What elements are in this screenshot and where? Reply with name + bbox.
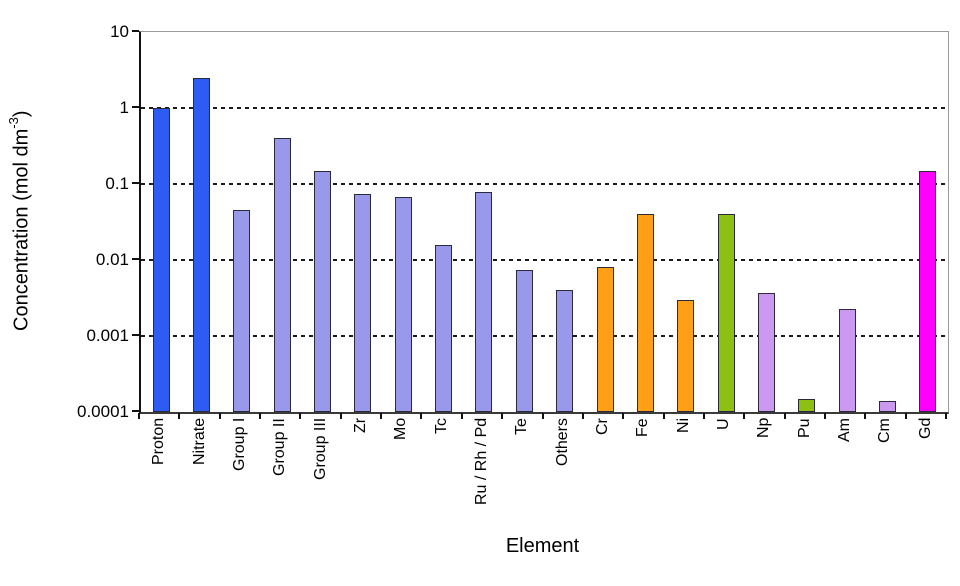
y-tick-label-1: 1	[119, 98, 129, 117]
y-tick-mark	[132, 334, 139, 336]
x-tick-mark	[823, 413, 826, 419]
x-tick-label-cr: Cr	[594, 418, 612, 435]
x-tick-mark	[380, 413, 383, 419]
x-tick-label-gd: Gd	[916, 418, 934, 440]
x-tick-label-zr: Zr	[351, 418, 369, 434]
y-tick-mark	[132, 182, 139, 184]
y-axis-title: Concentration (mol dm-3)	[6, 31, 36, 411]
x-tick-mark	[178, 413, 181, 419]
x-tick-mark	[339, 413, 342, 419]
y-tick-mark	[132, 258, 139, 260]
x-tick-mark	[218, 413, 221, 419]
x-tick-mark	[702, 413, 705, 419]
bar-ru-rh-pd	[475, 192, 493, 412]
y-tick-mark	[132, 30, 139, 32]
x-tick-mark	[259, 413, 262, 419]
x-tick-mark	[420, 413, 423, 419]
bar-group-i	[233, 210, 251, 412]
x-tick-label-am: Am	[836, 418, 854, 442]
x-tick-mark	[743, 413, 746, 419]
gridline-0.001	[141, 335, 948, 337]
bar-am	[838, 308, 856, 412]
x-tick-mark	[501, 413, 504, 419]
y-axis-title-suffix: )	[10, 110, 33, 118]
y-tick-mark	[132, 106, 139, 108]
gridline-0.1	[141, 183, 948, 185]
y-tick-mark	[132, 410, 139, 412]
x-tick-label-tc: Tc	[432, 418, 450, 434]
bar-ni	[677, 299, 695, 412]
x-tick-label-nitrate: Nitrate	[190, 418, 208, 466]
x-tick-mark	[662, 413, 665, 419]
x-tick-mark	[904, 413, 907, 419]
y-tick-label-0.1: 0.1	[105, 174, 129, 193]
x-tick-label-np: Np	[755, 418, 773, 439]
bar-np	[757, 292, 775, 412]
x-tick-mark	[622, 413, 625, 419]
y-tick-label-10: 10	[110, 22, 129, 41]
x-tick-label-group-i: Group I	[230, 418, 248, 472]
x-tick-label-group-iii: Group III	[311, 418, 329, 481]
bar-proton	[152, 108, 170, 412]
y-tick-label-0.001: 0.001	[86, 326, 129, 345]
bar-u	[717, 214, 735, 412]
bar-cr	[596, 267, 614, 412]
plot-area	[139, 31, 949, 414]
x-tick-mark	[138, 413, 140, 419]
x-tick-label-mo: Mo	[392, 418, 410, 441]
bar-others	[556, 290, 574, 412]
x-tick-label-ru-rh-pd: Ru / Rh / Pd	[472, 418, 490, 506]
bar-nitrate	[193, 77, 211, 412]
x-tick-label-u: U	[715, 418, 733, 430]
y-axis-title-text: Concentration (mol dm	[10, 128, 33, 332]
x-tick-label-fe: Fe	[634, 418, 652, 437]
bar-pu	[798, 398, 816, 412]
x-axis-title: Element	[505, 535, 580, 557]
bar-zr	[354, 193, 372, 412]
bar-tc	[435, 244, 453, 412]
gridline-0.01	[141, 259, 948, 261]
x-tick-label-pu: Pu	[795, 418, 813, 438]
x-tick-mark	[541, 413, 544, 419]
x-tick-mark	[299, 413, 302, 419]
x-tick-mark	[864, 413, 867, 419]
x-tick-label-te: Te	[513, 418, 531, 435]
x-tick-label-cm: Cm	[876, 418, 894, 443]
x-tick-label-others: Others	[553, 418, 571, 467]
bar-gd	[919, 170, 937, 412]
x-tick-label-ni: Ni	[674, 418, 692, 434]
y-tick-label-0.0001: 0.0001	[77, 402, 129, 421]
x-tick-mark	[460, 413, 463, 419]
x-tick-label-proton: Proton	[150, 418, 168, 466]
bar-fe	[636, 214, 654, 412]
gridline-1	[141, 107, 948, 109]
y-axis-title-superscript: -3	[6, 117, 21, 129]
y-tick-label-0.01: 0.01	[95, 250, 129, 269]
x-tick-label-group-ii: Group II	[271, 418, 289, 476]
x-tick-mark	[783, 413, 786, 419]
bar-group-ii	[273, 138, 291, 412]
x-tick-mark	[945, 413, 947, 419]
bar-cm	[878, 400, 896, 412]
x-tick-mark	[581, 413, 584, 419]
bar-group-iii	[314, 170, 332, 412]
bar-mo	[394, 196, 412, 412]
bar-te	[515, 269, 533, 412]
